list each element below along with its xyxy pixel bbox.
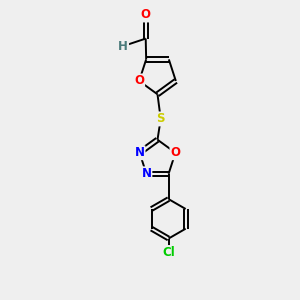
Text: O: O [170, 146, 180, 159]
Text: N: N [141, 167, 152, 180]
Text: S: S [157, 112, 165, 125]
Text: H: H [118, 40, 128, 52]
Text: O: O [141, 8, 151, 22]
Text: Cl: Cl [162, 246, 175, 259]
Text: N: N [135, 146, 145, 159]
Text: O: O [134, 74, 144, 88]
